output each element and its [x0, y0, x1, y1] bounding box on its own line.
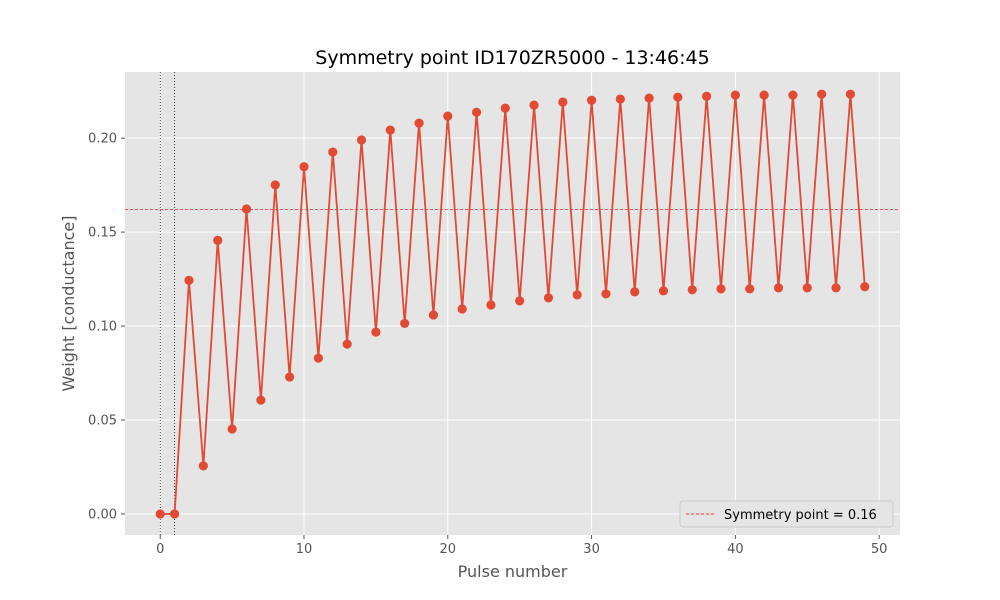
data-point [328, 147, 338, 157]
data-point [730, 90, 740, 100]
data-point [745, 284, 755, 294]
data-point [687, 285, 697, 295]
x-tick-label: 20 [440, 542, 457, 557]
data-point [256, 395, 266, 405]
data-point [572, 290, 582, 300]
data-point [428, 310, 439, 320]
data-point [759, 90, 769, 100]
data-point [385, 125, 395, 135]
data-point [270, 180, 280, 190]
data-point [615, 94, 625, 104]
series-layer [155, 89, 870, 519]
data-point [716, 284, 726, 294]
x-tick-label: 30 [583, 542, 600, 557]
legend-box [679, 500, 894, 528]
data-point [371, 327, 381, 337]
data-point [773, 283, 784, 293]
data-point [285, 372, 295, 382]
series-line [160, 94, 866, 515]
data-point [601, 289, 611, 299]
y-tick-label: 0.00 [88, 507, 117, 522]
x-tick-label: 0 [156, 542, 164, 557]
data-point [788, 90, 798, 100]
data-point [342, 339, 352, 349]
x-tick-label: 40 [727, 542, 744, 557]
data-point [184, 275, 194, 285]
data-point [457, 304, 467, 314]
plot-area [125, 72, 900, 535]
y-tick-label: 0.10 [88, 320, 117, 335]
data-point [313, 353, 323, 363]
data-point [529, 100, 539, 110]
data-point [558, 97, 568, 107]
grid-layer [125, 72, 900, 535]
data-point [227, 424, 237, 434]
data-point [356, 135, 367, 145]
data-point [802, 283, 812, 293]
chart-title: Symmetry point ID170ZR5000 - 13:46:45 [315, 47, 709, 69]
data-point [213, 235, 223, 245]
data-point [845, 89, 855, 99]
data-point [515, 296, 525, 306]
y-axis-label: Weight [conductance] [59, 216, 78, 392]
tick-labels: 0 10 20 30 40 50 0.00 0.05 0.10 0.15 0.20 [88, 132, 887, 557]
data-point [586, 95, 597, 105]
data-point [702, 91, 712, 101]
data-point [241, 204, 252, 214]
data-point [299, 162, 309, 172]
data-point [198, 461, 208, 471]
legend-label: Symmetry point = 0.16 [724, 508, 877, 523]
data-point [658, 286, 669, 296]
legend: Symmetry point = 0.16 [679, 500, 894, 528]
data-point [471, 107, 482, 117]
data-point [500, 103, 510, 113]
x-tick-label: 10 [296, 542, 313, 557]
data-point [155, 509, 165, 519]
y-tick-label: 0.15 [88, 226, 117, 241]
data-point [673, 92, 683, 102]
data-point [400, 318, 410, 329]
x-tick-label: 50 [871, 542, 888, 557]
data-point [486, 300, 496, 310]
data-point [443, 111, 453, 121]
data-point [414, 118, 424, 128]
data-point [630, 287, 640, 297]
data-point [170, 509, 180, 519]
data-point [817, 89, 827, 99]
data-point [860, 282, 870, 292]
y-tick-label: 0.05 [88, 414, 117, 429]
y-tick-label: 0.20 [88, 132, 117, 147]
data-point [543, 293, 554, 303]
data-point [644, 93, 654, 103]
x-axis-label: Pulse number [458, 562, 568, 581]
data-point [831, 283, 841, 293]
